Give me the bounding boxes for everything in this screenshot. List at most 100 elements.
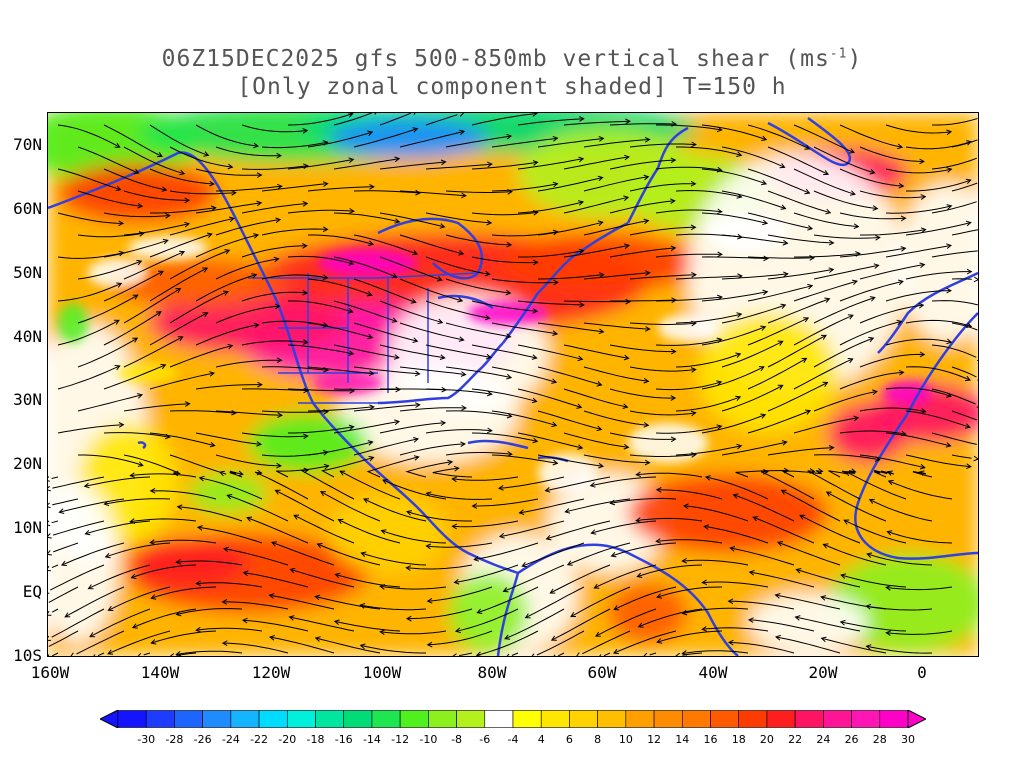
streamline-arrow bbox=[415, 189, 421, 196]
streamline-arrow bbox=[347, 308, 354, 314]
streamline bbox=[767, 146, 829, 175]
streamline-arrow bbox=[576, 652, 580, 656]
streamline bbox=[537, 410, 602, 430]
streamline-arrow bbox=[118, 220, 125, 227]
streamline-arrow bbox=[865, 603, 872, 610]
streamline-arrow bbox=[727, 598, 734, 605]
streamline bbox=[517, 388, 582, 408]
streamline bbox=[905, 271, 972, 280]
streamline bbox=[610, 497, 677, 504]
streamline-arrow bbox=[391, 272, 398, 279]
colorbar-swatch bbox=[597, 710, 627, 728]
streamline-arrow bbox=[113, 319, 120, 325]
streamline bbox=[563, 388, 628, 408]
streamline-arrow bbox=[164, 212, 171, 219]
streamline-arrow bbox=[596, 381, 603, 387]
streamline bbox=[609, 344, 676, 353]
streamline-arrow bbox=[221, 599, 228, 605]
streamline-arrow bbox=[476, 608, 483, 614]
streamline-arrow bbox=[727, 639, 734, 646]
streamline-arrow bbox=[624, 243, 631, 249]
streamline-arrow bbox=[506, 412, 513, 419]
streamline bbox=[149, 168, 214, 185]
streamline bbox=[931, 388, 976, 405]
streamline bbox=[57, 319, 120, 346]
streamline bbox=[149, 432, 215, 447]
colorbar-swatch bbox=[540, 710, 570, 728]
streamline-arrow bbox=[349, 208, 355, 214]
streamline-arrow bbox=[257, 381, 263, 388]
streamline-arrow bbox=[598, 462, 605, 469]
streamline bbox=[308, 234, 374, 245]
streamline bbox=[57, 424, 124, 434]
streamline-arrow bbox=[898, 182, 905, 189]
streamline bbox=[491, 410, 557, 426]
streamline bbox=[320, 491, 381, 522]
streamline bbox=[241, 340, 308, 346]
streamline bbox=[51, 608, 59, 613]
streamline bbox=[905, 222, 971, 236]
streamline-arrow bbox=[302, 201, 309, 207]
colorbar-tick-label: 28 bbox=[872, 733, 887, 746]
streamline bbox=[931, 157, 977, 170]
streamline bbox=[103, 212, 170, 218]
streamline bbox=[537, 177, 603, 192]
streamline bbox=[287, 388, 355, 392]
streamline-arrow bbox=[426, 641, 433, 648]
streamline-arrow bbox=[162, 238, 169, 245]
streamline-arrow bbox=[613, 605, 620, 611]
streamline bbox=[813, 190, 878, 210]
streamline-arrow bbox=[736, 443, 743, 450]
streamline-arrow bbox=[820, 595, 827, 601]
streamline-arrow bbox=[635, 517, 642, 523]
colorbar-tick-label: -26 bbox=[193, 733, 212, 746]
streamline bbox=[51, 608, 105, 638]
streamline-arrow bbox=[964, 375, 971, 382]
streamline-arrow bbox=[506, 241, 513, 248]
streamline bbox=[379, 256, 442, 281]
streamline-arrow bbox=[379, 584, 386, 590]
streamline-arrow bbox=[704, 475, 711, 481]
streamline bbox=[885, 124, 952, 134]
streamline bbox=[471, 113, 537, 126]
streamline-arrow bbox=[184, 401, 191, 407]
streamline bbox=[287, 158, 354, 170]
streamline bbox=[261, 320, 328, 327]
streamline-arrow bbox=[945, 442, 952, 448]
colorbar-swatch bbox=[343, 710, 373, 728]
streamline bbox=[471, 211, 538, 216]
streamline bbox=[721, 441, 787, 456]
streamline-arrow bbox=[531, 354, 538, 360]
streamline bbox=[123, 146, 185, 175]
streamline-arrow bbox=[896, 319, 903, 326]
streamline bbox=[517, 158, 584, 170]
streamline bbox=[176, 607, 243, 615]
streamline-arrow bbox=[506, 373, 513, 380]
streamline-arrow bbox=[824, 297, 831, 303]
streamline bbox=[951, 454, 972, 459]
streamline bbox=[583, 139, 650, 148]
streamline-arrow bbox=[394, 156, 401, 163]
streamline-arrow bbox=[369, 184, 375, 190]
streamline-arrow bbox=[157, 270, 164, 276]
streamline-arrow bbox=[348, 157, 355, 163]
streamline-arrow bbox=[681, 609, 688, 616]
streamline-arrow bbox=[363, 498, 370, 504]
streamline bbox=[951, 410, 977, 421]
streamline-arrow bbox=[184, 197, 191, 204]
streamline bbox=[61, 542, 125, 566]
streamline bbox=[721, 340, 783, 368]
streamline bbox=[195, 124, 259, 147]
streamline bbox=[859, 407, 926, 413]
streamline-arrow bbox=[736, 151, 743, 157]
streamline-arrow bbox=[130, 573, 137, 579]
streamline bbox=[149, 124, 209, 156]
streamline-arrow bbox=[237, 470, 244, 477]
streamline bbox=[611, 542, 677, 557]
colorbar-tick-label: -22 bbox=[250, 733, 269, 746]
streamline bbox=[196, 582, 263, 588]
streamline-arrow bbox=[839, 619, 846, 626]
streamline-arrow bbox=[293, 514, 300, 520]
colorbar-swatch bbox=[879, 710, 909, 728]
streamline-arrow bbox=[532, 259, 539, 266]
